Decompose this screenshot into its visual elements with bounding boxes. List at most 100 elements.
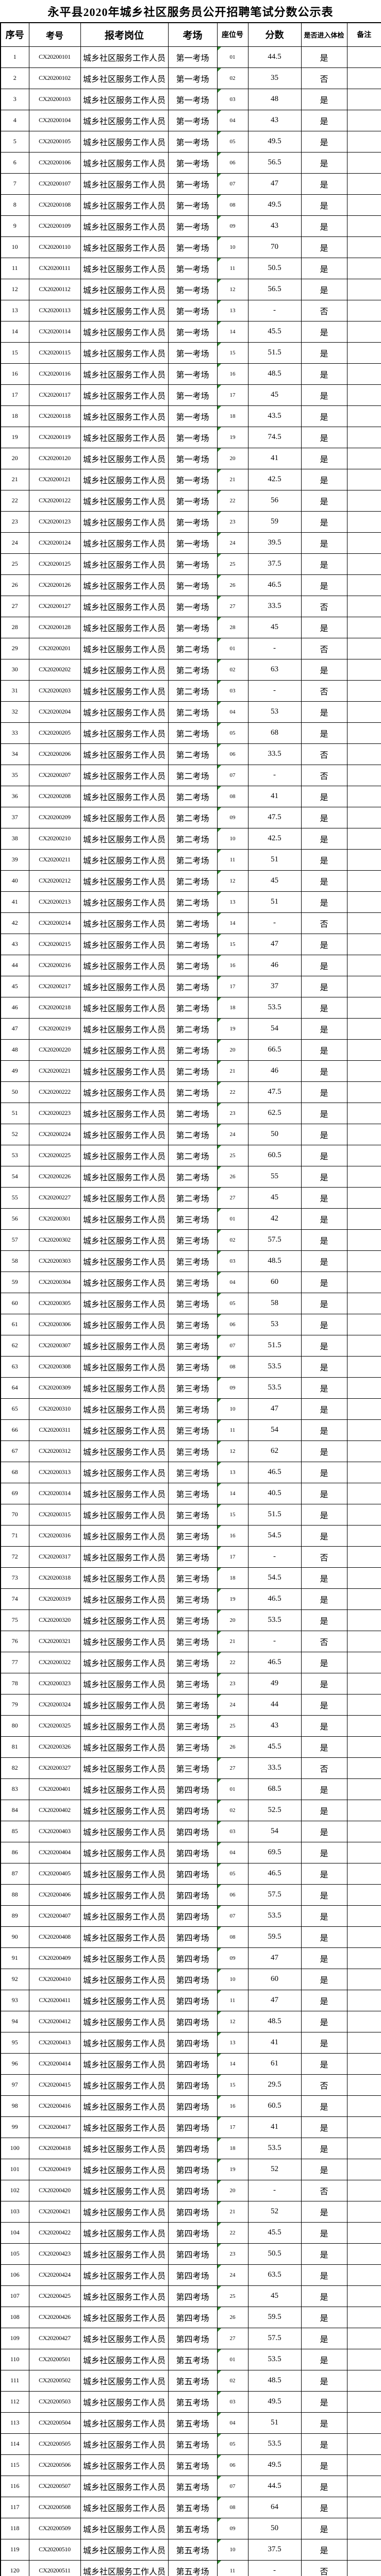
excel-flag-icon: [218, 2011, 221, 2015]
excel-flag-icon: [218, 744, 221, 748]
cell-room: 第二考场: [168, 849, 218, 871]
cell-score: 53.5: [247, 996, 302, 1019]
cell-seat: 22: [217, 489, 249, 512]
cell-remark: [346, 1715, 381, 1737]
cell-score: 49.5: [247, 130, 302, 152]
cell-position: 城乡社区服务工作人员: [80, 2433, 169, 2455]
cell-exam-no: CX20200216: [28, 954, 81, 976]
cell-seq: 35: [0, 764, 29, 786]
cell-pass: 是: [301, 1334, 347, 1357]
cell-seq: 75: [0, 1609, 29, 1631]
cell-score: 37.5: [247, 2538, 302, 2561]
table-row: 27 CX20200127 城乡社区服务工作人员 第一考场 27 33.5 否: [0, 595, 381, 617]
cell-remark: [346, 1609, 381, 1631]
col-room: 考场: [168, 22, 218, 47]
cell-exam-no: CX20200412: [28, 2010, 81, 2032]
cell-room: 第五考场: [168, 2433, 218, 2455]
cell-exam-no: CX20200217: [28, 975, 81, 997]
cell-score: 58: [247, 1292, 302, 1314]
cell-exam-no: CX20200415: [28, 2074, 81, 2096]
cell-seat: 15: [217, 1503, 249, 1526]
cell-room: 第三考场: [168, 1651, 218, 1673]
seat-number: 22: [229, 2229, 236, 2236]
cell-seat: 10: [217, 2538, 249, 2561]
seat-number: 13: [229, 2039, 236, 2046]
cell-exam-no: CX20200115: [28, 342, 81, 364]
cell-room: 第三考场: [168, 1313, 218, 1335]
excel-flag-icon: [218, 1589, 221, 1592]
cell-room: 第一考场: [168, 67, 218, 89]
excel-flag-icon: [218, 1673, 221, 1677]
cell-position: 城乡社区服务工作人员: [80, 2475, 169, 2497]
seat-number: 23: [229, 518, 236, 525]
cell-room: 第三考场: [168, 1588, 218, 1610]
cell-remark: [346, 426, 381, 448]
excel-flag-icon: [218, 1188, 221, 1191]
cell-position: 城乡社区服务工作人员: [80, 215, 169, 237]
cell-seat: 18: [217, 1567, 249, 1589]
cell-exam-no: CX20200201: [28, 637, 81, 659]
cell-position: 城乡社区服务工作人员: [80, 2285, 169, 2307]
cell-exam-no: CX20200414: [28, 2053, 81, 2075]
cell-position: 城乡社区服务工作人员: [80, 1715, 169, 1737]
cell-score: 45: [247, 2285, 302, 2307]
cell-score: 48: [247, 88, 302, 110]
cell-room: 第三考场: [168, 1503, 218, 1526]
cell-score: 43: [247, 1715, 302, 1737]
cell-position: 城乡社区服务工作人员: [80, 2264, 169, 2286]
table-row: 44 CX20200216 城乡社区服务工作人员 第二考场 16 46 是: [0, 954, 381, 976]
cell-room: 第一考场: [168, 532, 218, 554]
cell-position: 城乡社区服务工作人员: [80, 2348, 169, 2370]
cell-remark: [346, 1334, 381, 1357]
cell-pass: 是: [301, 1884, 347, 1906]
cell-room: 第一考场: [168, 46, 218, 68]
cell-exam-no: CX20200511: [28, 2560, 81, 2576]
cell-exam-no: CX20200210: [28, 827, 81, 850]
cell-seq: 63: [0, 1355, 29, 1378]
cell-remark: [346, 2285, 381, 2307]
cell-room: 第三考场: [168, 1693, 218, 1716]
seat-number: 20: [229, 1617, 236, 1623]
cell-exam-no: CX20200314: [28, 1482, 81, 1504]
cell-remark: [346, 257, 381, 279]
cell-pass: 是: [301, 1989, 347, 2011]
cell-room: 第四考场: [168, 1884, 218, 1906]
cell-seat: 05: [217, 1292, 249, 1314]
seat-number: 22: [229, 497, 236, 504]
excel-flag-icon: [218, 47, 221, 50]
cell-room: 第五考场: [168, 2538, 218, 2561]
cell-exam-no: CX20200127: [28, 595, 81, 617]
table-row: 104 CX20200422 城乡社区服务工作人员 第四考场 22 45.5 是: [0, 2222, 381, 2244]
cell-remark: [346, 1018, 381, 1040]
cell-pass: 是: [301, 1292, 347, 1314]
cell-seq: 64: [0, 1377, 29, 1399]
cell-pass: 是: [301, 2391, 347, 2413]
cell-exam-no: CX20200226: [28, 1165, 81, 1188]
cell-exam-no: CX20200207: [28, 764, 81, 786]
cell-seq: 112: [0, 2391, 29, 2413]
cell-room: 第四考场: [168, 2285, 218, 2307]
cell-score: 47: [247, 1398, 302, 1420]
cell-remark: [346, 1524, 381, 1547]
excel-flag-icon: [218, 68, 221, 72]
cell-seq: 80: [0, 1715, 29, 1737]
cell-score: 47: [247, 933, 302, 955]
excel-flag-icon: [218, 850, 221, 853]
cell-exam-no: CX20200103: [28, 88, 81, 110]
cell-remark: [346, 2496, 381, 2518]
cell-position: 城乡社区服务工作人员: [80, 447, 169, 469]
cell-exam-no: CX20200320: [28, 1609, 81, 1631]
cell-position: 城乡社区服务工作人员: [80, 827, 169, 850]
cell-exam-no: CX20200325: [28, 1715, 81, 1737]
excel-flag-icon: [218, 1906, 221, 1909]
cell-remark: [346, 1799, 381, 1821]
cell-pass: 是: [301, 384, 347, 406]
excel-flag-icon: [218, 681, 221, 684]
cell-room: 第一考场: [168, 426, 218, 448]
table-row: 43 CX20200215 城乡社区服务工作人员 第二考场 15 47 是: [0, 933, 381, 955]
cell-seq: 43: [0, 933, 29, 955]
table-row: 91 CX20200409 城乡社区服务工作人员 第四考场 09 47 是: [0, 1947, 381, 1969]
cell-seq: 113: [0, 2412, 29, 2434]
cell-seat: 25: [217, 2285, 249, 2307]
cell-seat: 25: [217, 553, 249, 575]
